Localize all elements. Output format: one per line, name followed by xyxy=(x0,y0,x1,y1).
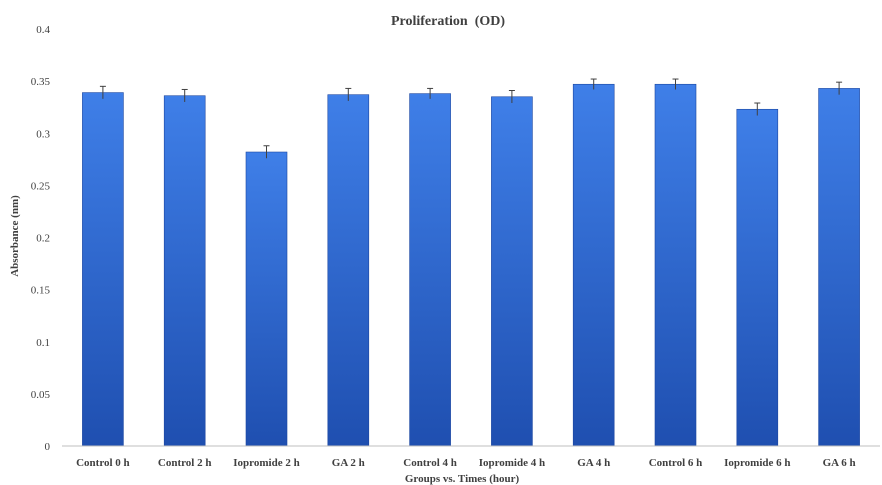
y-tick-label: 0 xyxy=(45,441,51,453)
bars-group xyxy=(82,83,860,447)
bar xyxy=(572,83,615,447)
x-tick-label: GA 4 h xyxy=(577,457,610,469)
chart-title: Proliferation (OD) xyxy=(391,14,505,29)
error-bar xyxy=(672,78,679,90)
error-bar xyxy=(181,88,188,102)
bar xyxy=(245,151,288,447)
x-tick-label: Control 0 h xyxy=(76,457,130,469)
error-bar xyxy=(508,90,515,104)
bar xyxy=(327,94,370,447)
y-tick-label: 0.2 xyxy=(36,233,50,245)
x-tick-label: GA 6 h xyxy=(823,457,856,469)
x-axis-labels: Control 0 h Control 2 h Iopromide 2 h GA 2 … xyxy=(76,457,856,469)
x-axis-title: Groups vs. Times (hour) xyxy=(405,473,520,485)
bar xyxy=(82,92,124,447)
x-tick-label: Iopromide 6 h xyxy=(724,457,790,469)
error-bar xyxy=(345,87,352,101)
y-axis-title: Absorbance (nm) xyxy=(9,195,21,277)
bar xyxy=(818,88,860,447)
error-bar xyxy=(99,85,106,99)
bar xyxy=(409,93,451,447)
error-bar xyxy=(836,81,843,95)
bar xyxy=(736,108,779,447)
bar xyxy=(163,95,206,447)
y-tick-label: 0.05 xyxy=(31,389,51,401)
error-bars-group xyxy=(99,78,843,159)
error-bar xyxy=(754,102,761,116)
y-tick-label: 0.15 xyxy=(31,285,51,297)
x-tick-label: Iopromide 4 h xyxy=(479,457,545,469)
error-bar xyxy=(263,145,270,159)
y-tick-label: 0.4 xyxy=(36,24,50,36)
x-tick-label: Control 4 h xyxy=(403,457,457,469)
y-tick-label: 0.1 xyxy=(36,337,50,349)
x-tick-label: Control 2 h xyxy=(158,457,212,469)
error-bar xyxy=(590,78,597,90)
error-bar xyxy=(427,87,434,99)
x-tick-label: Control 6 h xyxy=(649,457,703,469)
x-tick-label: GA 2 h xyxy=(332,457,365,469)
bar xyxy=(654,83,697,447)
y-tick-label: 0.3 xyxy=(36,128,50,140)
y-axis-ticks: 0 0.05 0.1 0.15 0.2 0.25 0.3 0.35 0.4 xyxy=(31,24,51,453)
x-tick-label: Iopromide 2 h xyxy=(233,457,299,469)
bar xyxy=(491,96,533,447)
y-tick-label: 0.35 xyxy=(31,76,51,88)
y-tick-label: 0.25 xyxy=(31,180,51,192)
